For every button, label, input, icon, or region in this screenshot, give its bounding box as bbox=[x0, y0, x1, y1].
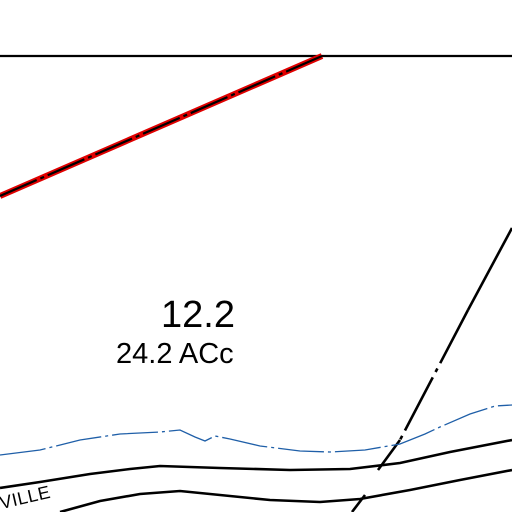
road-edge-north bbox=[0, 438, 512, 490]
red-boundary-line bbox=[0, 53, 324, 199]
stream-line bbox=[0, 404, 512, 456]
parcel-acreage-label: 24.2 ACc bbox=[116, 338, 234, 370]
parcel-number-label: 12.2 bbox=[161, 294, 235, 336]
parcel-boundary-diagonal bbox=[350, 227, 512, 512]
road-edge-south bbox=[59, 468, 512, 512]
